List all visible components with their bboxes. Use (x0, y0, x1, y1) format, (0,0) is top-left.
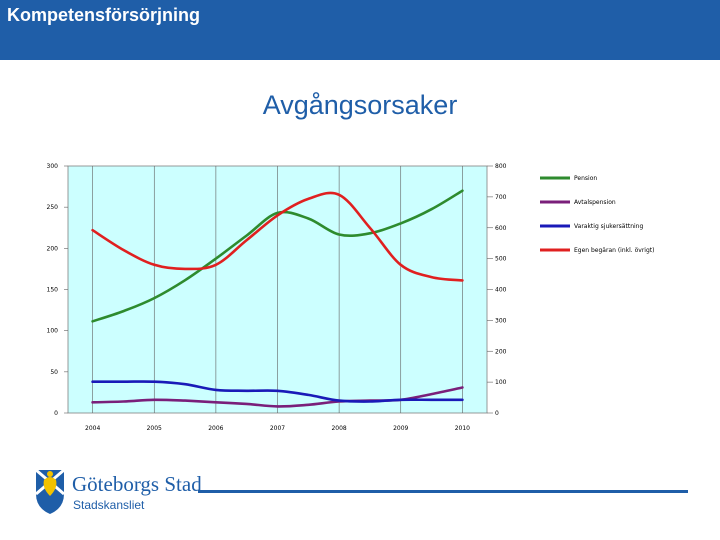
legend-label-2: Avtalspension (574, 199, 616, 206)
series-line-3 (91, 380, 464, 403)
y-right-tick-label: 300 (495, 317, 507, 324)
y-left-tick-label: 100 (47, 328, 59, 335)
x-tick-label: 2006 (208, 425, 223, 432)
goteborg-crest-icon (35, 468, 65, 514)
x-tick-label: 2008 (331, 425, 346, 432)
y-left-tick-label: 300 (47, 163, 59, 170)
y-right-tick-label: 400 (495, 287, 507, 294)
legend-label-3: Varaktig sjukersättning (574, 223, 643, 230)
header-bar: Kompetensförsörjning (0, 0, 720, 60)
y-right-tick-label: 200 (495, 348, 507, 355)
y-right-tick-label: 100 (495, 379, 507, 386)
series-line-4 (91, 191, 464, 282)
y-left-tick-label: 50 (50, 369, 58, 376)
y-left-tick-label: 150 (47, 287, 59, 294)
x-tick-label: 2004 (85, 425, 100, 432)
y-right-tick-label: 800 (495, 163, 507, 170)
y-right-tick-label: 0 (495, 410, 499, 417)
header-title: Kompetensförsörjning (7, 5, 201, 25)
series-line-1 (91, 189, 464, 323)
legend-label-1: Pension (574, 175, 597, 182)
slide-title: Avgångsorsaker (262, 90, 458, 120)
y-left-tick-label: 0 (54, 410, 58, 417)
x-tick-label: 2007 (270, 425, 285, 432)
x-tick-label: 2005 (147, 425, 162, 432)
y-right-tick-label: 500 (495, 256, 507, 263)
y-right-tick-label: 600 (495, 225, 507, 232)
x-tick-label: 2009 (393, 425, 408, 432)
footer-line (198, 490, 688, 493)
y-right-tick-label: 700 (495, 194, 507, 201)
y-left-tick-label: 250 (47, 204, 59, 211)
logo-name: Göteborgs Stad (72, 472, 202, 496)
logo-subtitle: Stadskansliet (73, 498, 145, 512)
x-tick-label: 2010 (455, 425, 470, 432)
y-left-tick-label: 200 (47, 245, 59, 252)
legend-label-4: Egen begäran (inkl. övrigt) (574, 247, 654, 254)
